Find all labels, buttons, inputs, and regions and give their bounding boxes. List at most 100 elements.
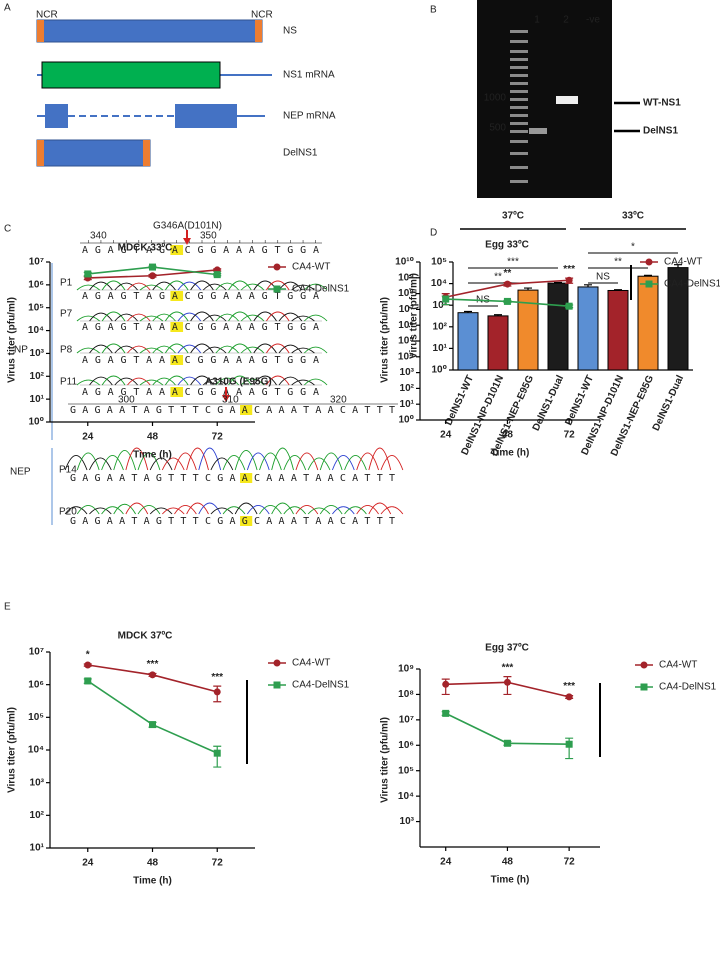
trace-peak bbox=[246, 452, 270, 471]
gel bbox=[477, 0, 612, 198]
y-tick-label: 10⁵ bbox=[28, 712, 44, 723]
chart-title: MDCK 37ºC bbox=[118, 631, 173, 642]
trace-peak bbox=[139, 315, 164, 322]
trace-peak bbox=[89, 312, 113, 322]
construct-label: DelNS1 bbox=[283, 148, 318, 159]
panel-label: C bbox=[4, 224, 11, 235]
y-axis-label: Virus titer (pfu/ml) bbox=[7, 297, 18, 383]
trace-peak bbox=[215, 345, 239, 354]
significance-label: NS bbox=[596, 272, 610, 283]
trace-peak bbox=[139, 284, 164, 291]
ladder-band bbox=[510, 82, 528, 85]
significance-label: *** bbox=[563, 264, 575, 275]
y-tick-label: 10⁴ bbox=[28, 325, 44, 336]
data-point bbox=[149, 263, 156, 271]
legend-marker bbox=[273, 263, 281, 271]
y-tick-label: 10⁷ bbox=[399, 714, 414, 725]
mutation-highlight bbox=[170, 355, 184, 365]
mutation-highlight bbox=[240, 473, 253, 483]
gel-band bbox=[529, 128, 547, 134]
trace-peak bbox=[190, 311, 214, 322]
trace-peak bbox=[202, 314, 227, 322]
legend-label: CA4-WT bbox=[664, 257, 702, 268]
trace-peak bbox=[278, 344, 303, 354]
legend-label: CA4-DelNS1 bbox=[664, 279, 720, 290]
y-tick-label: 10¹ bbox=[400, 399, 415, 410]
significance-label: *** bbox=[147, 659, 159, 670]
trace-peak bbox=[113, 450, 137, 471]
x-tick-label: 48 bbox=[147, 858, 159, 869]
ladder-band bbox=[510, 106, 528, 109]
trace-peak bbox=[331, 454, 355, 471]
trace-peak bbox=[177, 376, 202, 386]
trace-peak bbox=[291, 379, 315, 386]
ruler-label: 310 bbox=[222, 395, 239, 406]
ladder-band bbox=[510, 152, 528, 155]
bar bbox=[607, 289, 629, 371]
y-tick-label: 10³ bbox=[433, 300, 448, 311]
sequence: AGAGTAAACGGAAAGTGGA bbox=[82, 387, 319, 398]
trace-peak bbox=[259, 505, 282, 515]
significance-label: *** bbox=[507, 257, 519, 268]
mutation-highlight bbox=[240, 405, 253, 415]
y-tick-label: 10⁷ bbox=[29, 647, 44, 658]
delns1-box bbox=[36, 139, 151, 167]
legend-marker bbox=[645, 258, 653, 266]
trace-peak bbox=[240, 283, 265, 291]
group-label: 33ºC bbox=[622, 211, 644, 222]
trace-peak bbox=[161, 457, 185, 471]
ladder-band bbox=[510, 140, 528, 143]
sequence: AGAGTAAACGGAAAGTGGA bbox=[82, 322, 319, 333]
y-tick-label: 10⁰ bbox=[28, 417, 44, 428]
y-tick-label: 10² bbox=[30, 371, 45, 382]
x-tick-label: 24 bbox=[440, 430, 452, 441]
data-point bbox=[565, 302, 573, 310]
ladder-band bbox=[510, 58, 528, 61]
exon bbox=[175, 104, 237, 128]
y-axis-label: Virus titer (pfu/ml) bbox=[409, 273, 420, 359]
gel-band bbox=[556, 96, 578, 104]
trace-peak bbox=[152, 313, 176, 322]
sequence: GAGAATAGTTTCGAACAAATAACATTT bbox=[70, 405, 395, 416]
legend-label: CA4-WT bbox=[659, 660, 697, 671]
data-point bbox=[442, 295, 450, 303]
construct-label: NS bbox=[283, 26, 297, 37]
trace-peak bbox=[234, 502, 258, 515]
sample-label: P20 bbox=[59, 507, 77, 518]
trace-peak bbox=[149, 507, 173, 515]
y-tick-label: 10⁶ bbox=[28, 279, 44, 290]
trace-peak bbox=[101, 454, 124, 471]
ncr bbox=[37, 140, 44, 166]
y-tick-label: 10³ bbox=[30, 348, 45, 359]
sample-label: P1 bbox=[60, 278, 73, 289]
trace-peak bbox=[114, 345, 138, 354]
y-tick-label: 10⁹ bbox=[398, 664, 414, 675]
sequence: AGAGTAGACGGAAAGTGGA bbox=[82, 245, 319, 256]
trace-peak bbox=[271, 502, 294, 515]
trace-peak bbox=[356, 452, 379, 471]
trace-peak bbox=[89, 376, 113, 386]
trace-peak bbox=[240, 314, 265, 322]
trace-peak bbox=[253, 311, 277, 322]
trace-peak bbox=[64, 454, 88, 471]
error-bar bbox=[614, 289, 622, 291]
chart-title: Egg 37ºC bbox=[485, 643, 529, 654]
trace-peak bbox=[152, 281, 176, 291]
trace-peak bbox=[303, 314, 328, 322]
ladder-label: 500 bbox=[489, 123, 506, 134]
y-tick-label: 10⁷ bbox=[29, 257, 44, 268]
trace-peak bbox=[76, 379, 100, 386]
trace-peak bbox=[253, 343, 277, 354]
band-label: WT-NS1 bbox=[643, 98, 681, 109]
ruler-label: 350 bbox=[200, 231, 217, 242]
trace-peak bbox=[228, 375, 252, 386]
error-bar bbox=[644, 274, 652, 277]
trace-peak bbox=[127, 313, 151, 322]
legend-marker bbox=[273, 285, 281, 293]
trace-peak bbox=[266, 375, 290, 386]
data-point bbox=[565, 276, 573, 284]
lane-label: -ve bbox=[586, 15, 600, 26]
trace-peak bbox=[101, 311, 126, 322]
data-point bbox=[565, 740, 573, 748]
x-tick-label: 48 bbox=[502, 430, 514, 441]
